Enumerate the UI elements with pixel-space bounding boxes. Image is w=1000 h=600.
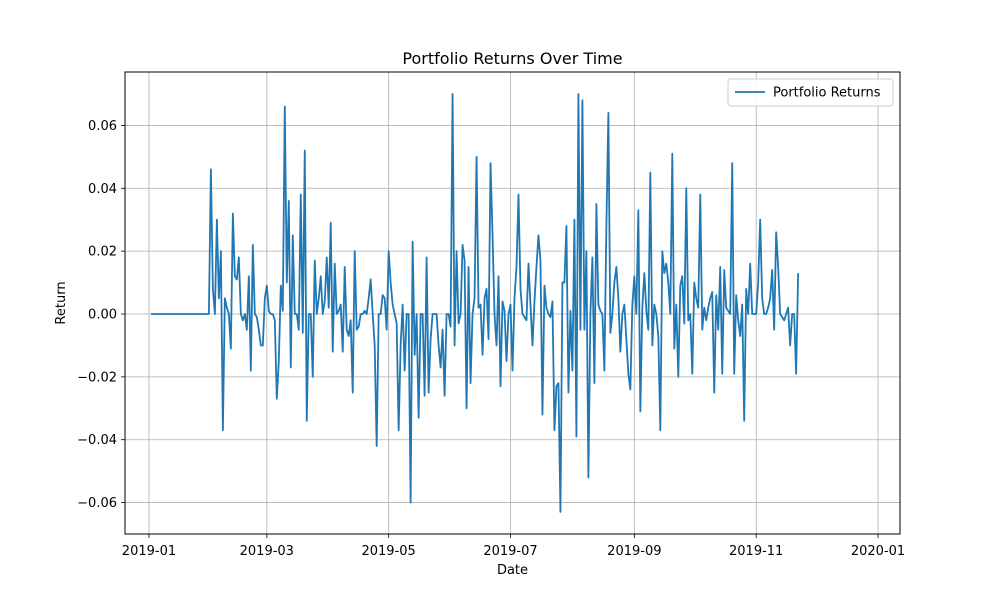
x-tick-label: 2019-03: [240, 544, 294, 559]
y-tick-label: 0.02: [88, 245, 117, 260]
y-tick-label: −0.02: [77, 370, 117, 385]
chart-title: Portfolio Returns Over Time: [402, 49, 622, 68]
legend-box: [727, 78, 894, 107]
x-tick-label: 2019-11: [729, 544, 783, 559]
y-tick-label: −0.06: [77, 496, 117, 511]
y-tick-label: 0.00: [88, 308, 117, 323]
x-axis-label: Date: [497, 563, 528, 578]
y-tick-label: 0.06: [88, 119, 117, 134]
legend-label-portfolio-returns: Portfolio Returns: [773, 86, 881, 101]
x-tick-label: 2019-09: [607, 544, 661, 559]
y-tick-label: −0.04: [77, 433, 117, 448]
plot-frame: [124, 71, 901, 535]
y-axis-label: Return: [54, 281, 69, 324]
x-tick-label: 2019-05: [361, 544, 415, 559]
y-axis-ticks: −0.06 −0.04 −0.02 0.00 0.02 0.04 0.06: [77, 119, 125, 511]
series-line-portfolio-returns: [150, 93, 800, 513]
y-tick-label: 0.04: [88, 182, 117, 197]
x-tick-label: 2019-07: [483, 544, 537, 559]
x-tick-label: 2020-01: [851, 544, 905, 559]
legend: Portfolio Returns: [727, 78, 894, 107]
x-tick-label: 2019-01: [122, 544, 176, 559]
x-axis-ticks: 2019-01 2019-03 2019-05 2019-07 2019-09 2019-…: [122, 534, 905, 559]
